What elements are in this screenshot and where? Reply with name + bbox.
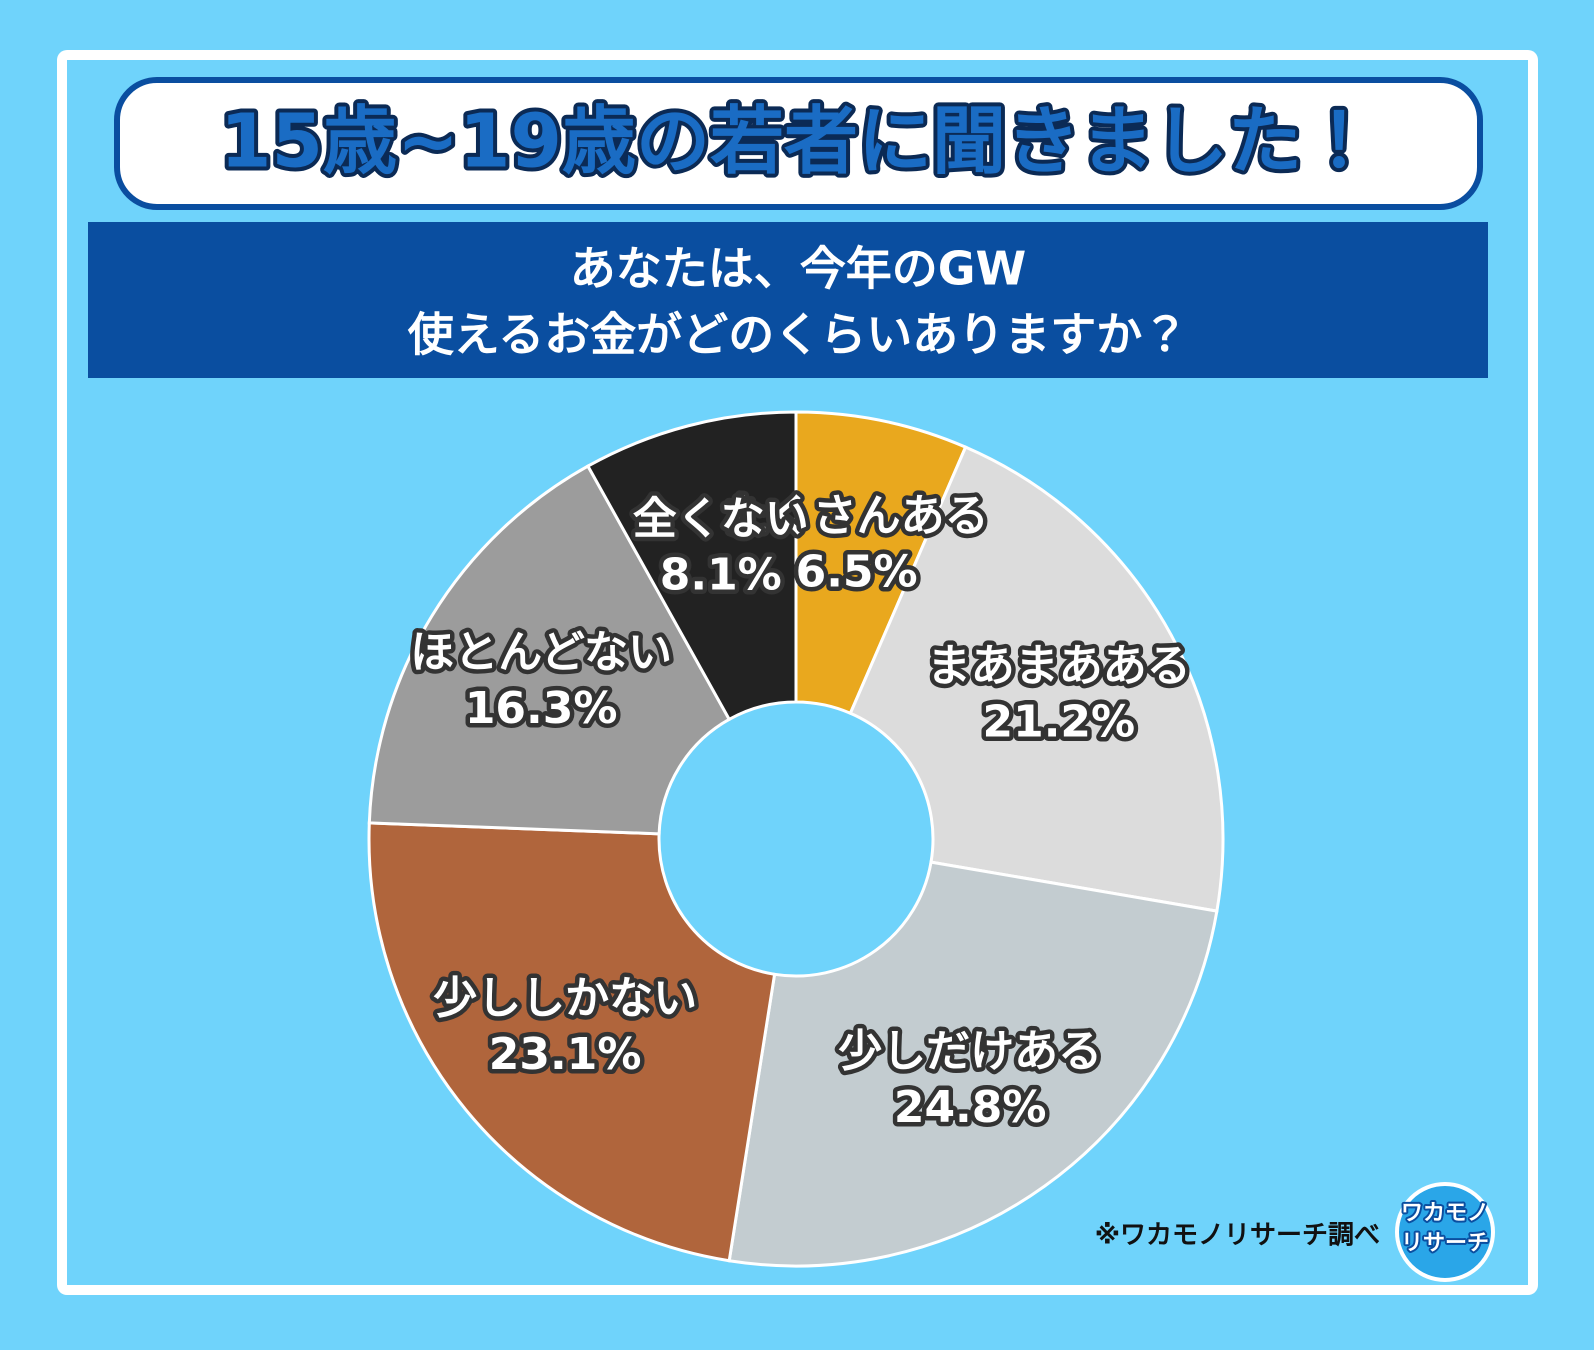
question-band [88, 222, 1488, 378]
question-line: あなたは、今年のGW [570, 242, 1027, 296]
slice-category: たくさんある [725, 490, 989, 541]
donut [367, 410, 1225, 1268]
title: 15歳~19歳の若者に聞きました！ [220, 99, 1376, 185]
slice [794, 410, 968, 716]
slice-category: 少ししかない [433, 973, 697, 1024]
slice [848, 445, 1225, 913]
title-box [114, 77, 1483, 210]
logo-text: ワカモノ [1401, 1201, 1489, 1226]
slice-value-label: 24.8% [894, 1082, 1047, 1133]
slice-value-label: 16.3% [465, 683, 618, 734]
slice-category: まあまあある [927, 641, 1191, 692]
slice-value-label: 21.2% [982, 697, 1135, 748]
logo-text: リサーチ [1401, 1231, 1489, 1256]
slice-category: ほとんどない [410, 627, 672, 678]
slice-category: 全くない [633, 494, 809, 545]
slice [367, 464, 732, 836]
slice [727, 860, 1219, 1268]
slice [367, 821, 777, 1263]
question-line: 使えるお金がどのくらいありますか？ [408, 308, 1189, 362]
slice-category: 少しだけある [838, 1026, 1102, 1077]
slice-value-label: 23.1% [489, 1029, 642, 1080]
source-note: ※ワカモノリサーチ調べ [1095, 1221, 1380, 1251]
logo-badge [1395, 1182, 1495, 1282]
slice [585, 410, 798, 722]
slice-value-label: 8.1% [660, 550, 782, 601]
slice-value-label: 6.5% [796, 546, 918, 597]
